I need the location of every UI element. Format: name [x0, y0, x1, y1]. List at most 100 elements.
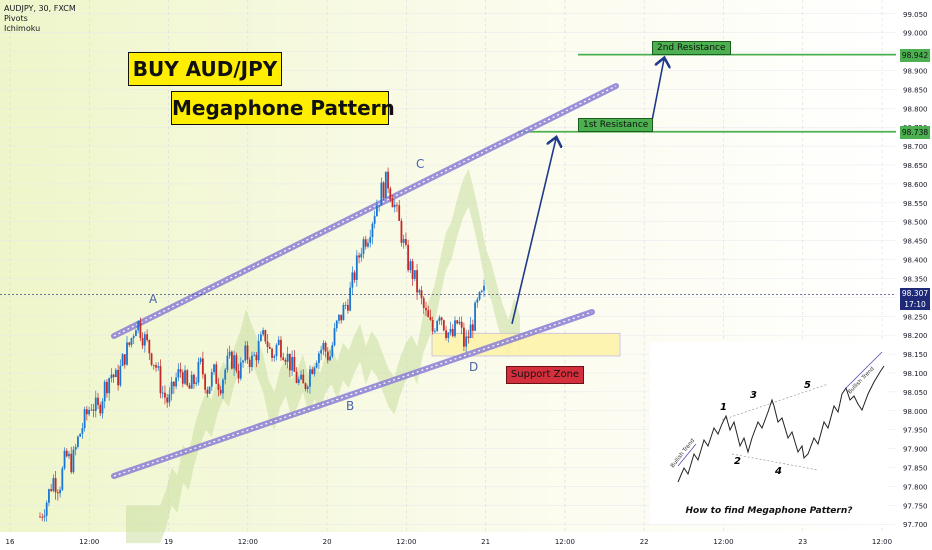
price-tick-label: 98.350 — [903, 275, 928, 283]
candle-body — [282, 357, 285, 360]
candle-body — [434, 330, 436, 332]
candle-body — [159, 366, 162, 394]
candle-body — [378, 205, 381, 207]
candle-body — [277, 339, 280, 345]
price-tick-label: 98.050 — [903, 389, 928, 397]
resistance1-price-tag: 98.738 — [900, 125, 930, 139]
candle-body — [193, 374, 195, 384]
candle-body — [222, 379, 224, 394]
candle-body — [244, 345, 247, 361]
point-c-label: C — [416, 157, 425, 171]
candle-body — [201, 358, 204, 375]
candle-body — [409, 261, 412, 271]
candle-body — [143, 334, 146, 346]
chart-legend: AUDJPY, 30, FXCM Pivots Ichimoku — [4, 4, 76, 34]
inset-diagram: 1 2 3 4 5 Bullish Trend Bullish Trend — [670, 351, 885, 483]
inset-upper-trendline — [721, 383, 829, 421]
candle-body — [460, 321, 463, 328]
candle-body — [255, 354, 258, 361]
candle-body — [90, 409, 93, 411]
candle-body — [164, 392, 166, 398]
indicator-ichimoku: Ichimoku — [4, 24, 41, 33]
candle-body — [190, 374, 193, 389]
resistance-levels — [518, 53, 896, 133]
candle-body — [451, 328, 454, 337]
price-tick-label: 97.700 — [903, 521, 928, 529]
candle-body — [97, 397, 99, 405]
candle-body — [373, 216, 376, 224]
candle-body — [130, 338, 133, 345]
candle-body — [63, 450, 66, 469]
price-tick-label: 98.850 — [903, 86, 928, 94]
candle-body — [474, 302, 476, 331]
inset-point-2: 2 — [734, 456, 741, 467]
candle-body — [422, 298, 425, 309]
time-tick-label: 23 — [798, 538, 807, 546]
candle-body — [413, 270, 416, 279]
price-tick-label: 98.700 — [903, 143, 928, 151]
candle-body — [168, 394, 171, 403]
candle-body — [195, 382, 198, 384]
candle-body — [85, 409, 88, 415]
candle-body — [175, 377, 178, 387]
candle-body — [248, 359, 251, 368]
megaphone-example-inset: 1 2 3 4 5 Bullish Trend Bullish Trend Ho… — [650, 342, 888, 524]
candle-body — [418, 290, 421, 293]
candle-body — [288, 353, 291, 371]
candle-body — [79, 433, 82, 437]
candle-body — [177, 369, 180, 378]
candle-body — [425, 308, 427, 311]
price-tick-label: 98.100 — [903, 370, 928, 378]
candle-body — [480, 290, 483, 292]
candle-body — [306, 386, 309, 389]
candle-body — [110, 374, 113, 379]
candle-body — [83, 409, 86, 429]
price-tick-label: 98.450 — [903, 238, 928, 246]
candle-body — [226, 355, 229, 370]
inset-trend-label-left: Bullish Trend — [670, 438, 696, 469]
upper-channel-line-highlight — [113, 85, 617, 337]
candle-body — [166, 397, 169, 403]
time-tick-label: 20 — [323, 538, 332, 546]
candle-body — [411, 261, 414, 279]
candle-body — [393, 204, 396, 208]
candle-body — [431, 320, 434, 332]
price-tick-label: 98.500 — [903, 219, 928, 227]
candle-body — [170, 381, 173, 395]
candle-body — [369, 237, 372, 243]
last-price-value: 98.307 — [901, 288, 929, 298]
candle-body — [371, 223, 374, 238]
candle-body — [148, 339, 151, 354]
candle-body — [469, 324, 472, 339]
candle-body — [99, 404, 102, 414]
ichimoku-cloud — [126, 168, 520, 544]
candle-body — [217, 383, 220, 390]
candle-body — [300, 374, 302, 380]
candle-body — [139, 321, 142, 339]
candle-body — [471, 324, 474, 331]
price-tick-label: 97.800 — [903, 483, 928, 491]
candle-body — [449, 328, 452, 333]
candle-body — [447, 332, 450, 338]
candle-body — [416, 270, 418, 293]
megaphone-channel[interactable] — [111, 83, 619, 479]
candle-body — [92, 409, 95, 411]
candle-body — [445, 330, 447, 338]
candle-body — [382, 182, 385, 198]
candle-body — [483, 285, 485, 291]
candle-body — [233, 355, 236, 369]
candles — [39, 167, 485, 522]
candle-body — [440, 317, 443, 321]
candle-body — [161, 392, 164, 394]
point-d-label: D — [469, 360, 479, 374]
time-tick-label: 16 — [6, 538, 15, 546]
time-tick-label: 19 — [164, 538, 173, 546]
candle-body — [199, 358, 202, 362]
inset-trend-label-right: Bullish Trend — [847, 366, 876, 395]
price-tick-label: 98.900 — [903, 67, 928, 75]
candle-body — [103, 381, 106, 402]
candle-body — [302, 374, 305, 384]
candle-body — [358, 255, 360, 258]
